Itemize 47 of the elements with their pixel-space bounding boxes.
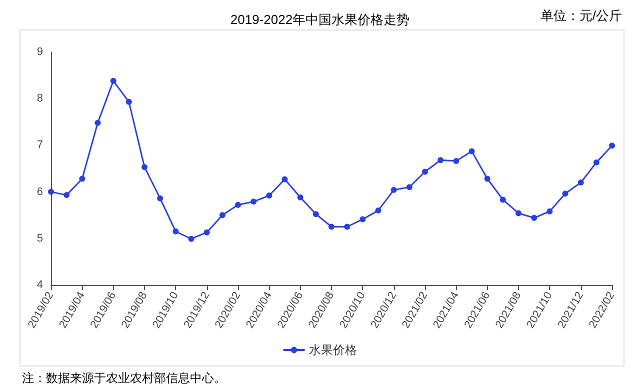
point (250, 198, 257, 205)
point (593, 159, 600, 166)
point (562, 190, 568, 197)
point (609, 142, 615, 149)
point (375, 207, 382, 214)
point (282, 176, 288, 182)
text: 单位：元/公斤 (540, 8, 622, 23)
point (157, 195, 164, 202)
point (422, 168, 428, 175)
point (188, 236, 194, 242)
point (219, 212, 226, 218)
y-tick-label: 5 (36, 232, 43, 244)
point (235, 202, 241, 208)
text: 注：数据来源于农业农村部信息中心。 (22, 371, 226, 385)
y-tick-label: 9 (36, 46, 43, 58)
point (142, 164, 148, 170)
legend-label: 水果价格 (309, 343, 357, 357)
point (172, 228, 179, 234)
point (94, 120, 101, 126)
point (266, 192, 272, 199)
y-tick-label: 6 (36, 186, 43, 198)
point (390, 186, 397, 193)
point (438, 157, 444, 164)
point (312, 211, 319, 218)
point (500, 196, 506, 203)
point (344, 224, 350, 230)
y-tick-label: 4 (36, 279, 43, 291)
point (578, 179, 584, 186)
point (468, 148, 475, 154)
point (531, 214, 538, 221)
point (79, 176, 86, 182)
point (516, 210, 522, 216)
y-tick-label: 7 (36, 139, 43, 152)
point (546, 208, 553, 214)
point (297, 194, 304, 200)
point (328, 224, 334, 230)
point (64, 192, 70, 198)
point (484, 176, 490, 182)
point (204, 229, 210, 236)
point (110, 78, 116, 84)
point (360, 216, 366, 222)
point (453, 158, 460, 164)
y-tick-label: 8 (36, 92, 43, 105)
point (48, 188, 54, 195)
point (406, 184, 412, 190)
chart-title: 2019-2022年中国水果价格走势 (230, 12, 410, 27)
point (126, 98, 132, 105)
